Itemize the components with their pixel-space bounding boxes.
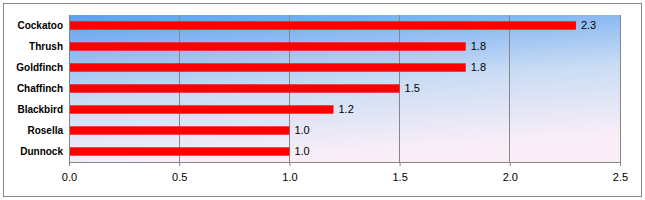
x-tick-label: 0.0 <box>62 171 77 183</box>
x-axis: 0.0 0.5 1.0 1.5 2.0 2.5 <box>62 162 628 183</box>
y-tick: Goldfinch <box>16 62 69 73</box>
bar <box>69 84 400 92</box>
grid-line <box>509 15 510 162</box>
x-tick-label: 2.0 <box>503 171 518 183</box>
category-label: Blackbird <box>17 104 63 115</box>
bar <box>69 63 466 71</box>
y-tick: Dunnock <box>20 146 69 157</box>
y-axis-line <box>69 16 70 163</box>
x-tick-mark <box>179 162 180 166</box>
grid-line <box>69 15 70 162</box>
category-label: Goldfinch <box>16 62 63 73</box>
y-tick: Chaffinch <box>17 83 69 94</box>
x-tick: 0.5 <box>172 162 187 183</box>
y-tick: Blackbird <box>17 104 69 115</box>
x-tick-mark <box>620 162 621 166</box>
grid <box>69 15 620 162</box>
category-label: Rosella <box>27 125 63 136</box>
x-tick: 1.0 <box>282 162 297 183</box>
category-label: Chaffinch <box>17 83 63 94</box>
bar <box>69 21 576 29</box>
data-label: 1.5 <box>405 82 420 94</box>
x-tick: 2.0 <box>503 162 518 183</box>
data-label: 1.0 <box>294 124 309 136</box>
x-tick-label: 2.5 <box>613 171 628 183</box>
data-label: 1.8 <box>471 40 486 52</box>
data-label: 1.8 <box>471 61 486 73</box>
y-tick: Rosella <box>27 125 69 136</box>
y-tick: Thrush <box>29 41 69 52</box>
x-axis-line <box>70 163 621 167</box>
x-tick: 2.5 <box>613 162 628 183</box>
x-tick-mark <box>289 162 290 166</box>
y-axis: Cockatoo Thrush Goldfinch Chaffinch Blackbir… <box>16 16 69 163</box>
grid-line <box>620 15 621 162</box>
category-label: Thrush <box>29 41 63 52</box>
x-tick-mark <box>510 162 511 166</box>
x-tick-mark <box>69 162 70 166</box>
data-label: 1.2 <box>338 103 353 115</box>
data-label: 2.3 <box>581 19 596 31</box>
y-tick: Cockatoo <box>17 20 69 31</box>
x-tick-label: 1.0 <box>282 171 297 183</box>
category-label: Cockatoo <box>17 20 63 31</box>
bar <box>69 42 466 50</box>
bars <box>69 21 576 155</box>
x-tick-mark <box>400 162 401 166</box>
data-label: 1.0 <box>294 145 309 157</box>
x-tick: 1.5 <box>392 162 407 183</box>
chart: 0.0 0.5 1.0 1.5 2.0 2.5 Cockatoo Thrush Goldfinc… <box>0 0 645 200</box>
plot-background <box>69 15 620 162</box>
bar <box>69 105 333 113</box>
chart-frame <box>4 4 642 197</box>
x-tick-label: 1.5 <box>392 171 407 183</box>
x-tick-label: 0.5 <box>172 171 187 183</box>
bar <box>69 126 289 134</box>
data-labels: 2.3 1.8 1.8 1.5 1.2 1.0 1.0 <box>294 19 596 157</box>
bar <box>69 147 289 155</box>
category-label: Dunnock <box>20 146 63 157</box>
x-tick: 0.0 <box>62 162 77 183</box>
